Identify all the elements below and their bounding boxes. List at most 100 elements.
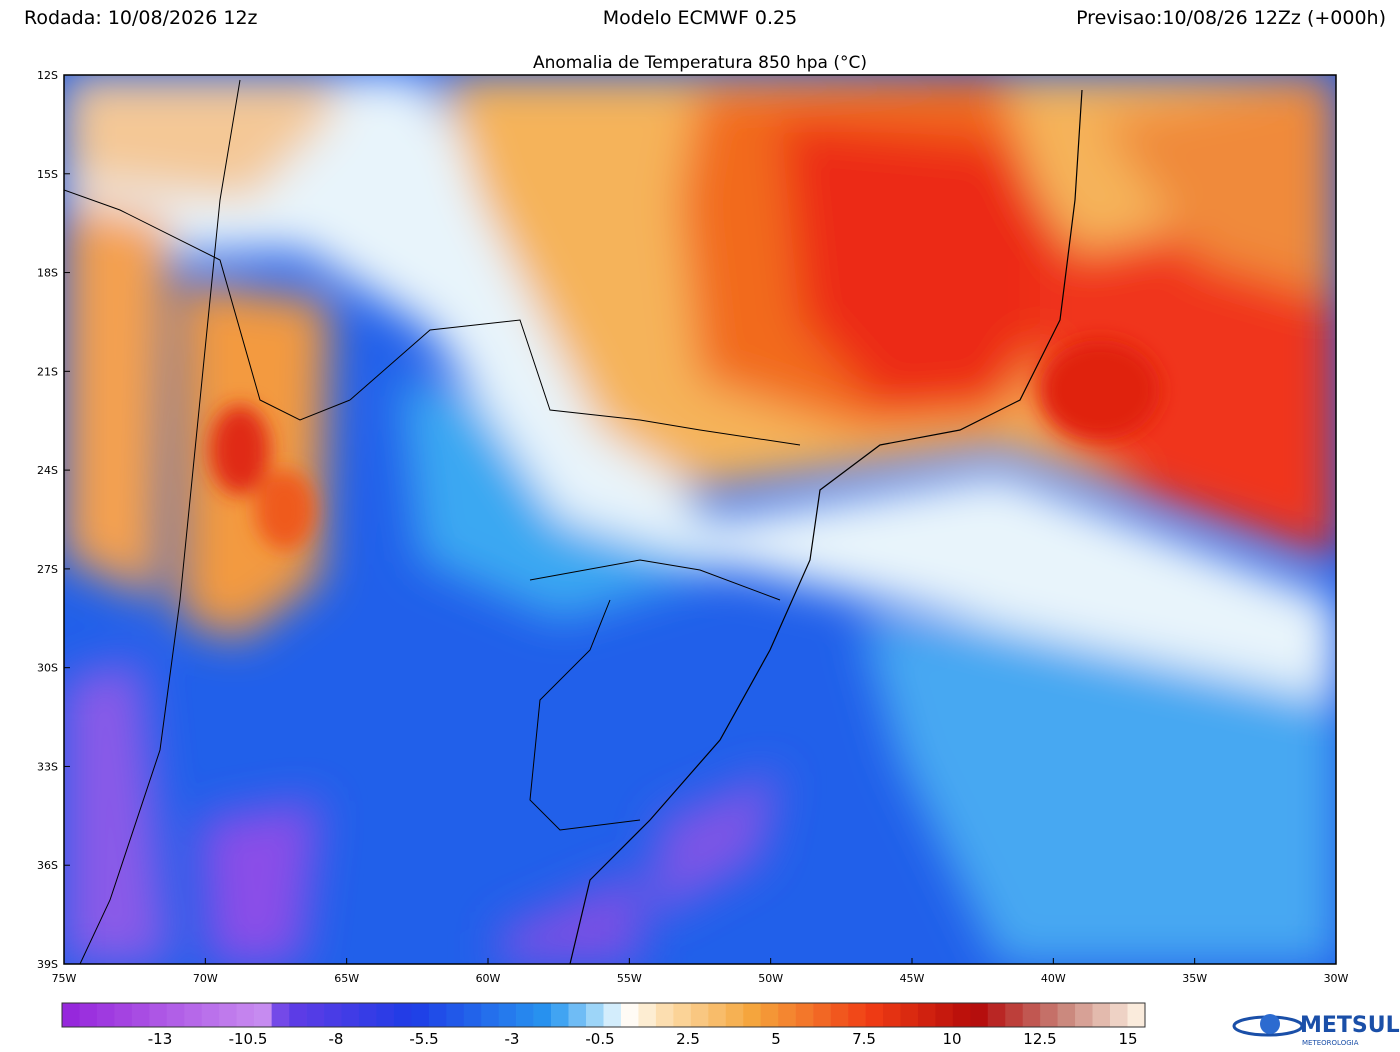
colorbar-swatch bbox=[935, 1003, 954, 1027]
latitude-label: 33S bbox=[37, 760, 58, 773]
colorbar-swatch bbox=[795, 1003, 814, 1027]
colorbar-swatch bbox=[446, 1003, 465, 1027]
colorbar-swatch bbox=[586, 1003, 604, 1027]
colorbar-swatch bbox=[463, 1003, 482, 1027]
colorbar-swatch bbox=[690, 1003, 709, 1027]
colorbar-swatch bbox=[131, 1003, 150, 1027]
colorbar-swatch bbox=[882, 1003, 901, 1027]
colorbar-swatch bbox=[708, 1003, 727, 1027]
colorbar-label: -0.5 bbox=[585, 1030, 614, 1048]
latitude-label: 15S bbox=[37, 168, 58, 181]
longitude-label: 30W bbox=[1324, 972, 1349, 985]
colorbar-swatch bbox=[411, 1003, 430, 1027]
colorbar-swatch bbox=[236, 1003, 255, 1027]
longitude-label: 55W bbox=[617, 972, 642, 985]
colorbar-swatch bbox=[393, 1003, 412, 1027]
colorbar-label: 5 bbox=[771, 1030, 781, 1048]
colorbar-swatch bbox=[271, 1003, 290, 1027]
colorbar-swatch bbox=[760, 1003, 779, 1027]
longitude-label: 50W bbox=[758, 972, 783, 985]
colorbar-swatch bbox=[341, 1003, 360, 1027]
colorbar-swatch bbox=[254, 1003, 272, 1027]
latitude-label: 30S bbox=[37, 662, 58, 675]
longitude-label: 65W bbox=[334, 972, 359, 985]
colorbar-label: 7.5 bbox=[852, 1030, 876, 1048]
colorbar-swatch bbox=[917, 1003, 936, 1027]
longitude-label: 60W bbox=[476, 972, 501, 985]
colorbar-label: 10 bbox=[942, 1030, 961, 1048]
colorbar-swatch bbox=[219, 1003, 237, 1027]
colorbar-swatch bbox=[813, 1003, 831, 1027]
colorbar-swatch bbox=[201, 1003, 220, 1027]
colorbar-swatch bbox=[1005, 1003, 1024, 1027]
longitude-label: 35W bbox=[1182, 972, 1207, 985]
latitude-label: 39S bbox=[37, 958, 58, 971]
latitude-label: 24S bbox=[37, 464, 58, 477]
colorbar-label: -3 bbox=[505, 1030, 520, 1048]
colorbar-swatch bbox=[166, 1003, 185, 1027]
colorbar-label: -10.5 bbox=[229, 1030, 268, 1048]
colorbar-swatch bbox=[62, 1003, 80, 1027]
colorbar-label: 2.5 bbox=[676, 1030, 700, 1048]
colorbar-swatch bbox=[673, 1003, 692, 1027]
colorbar-swatch bbox=[1075, 1003, 1093, 1027]
colorbar-swatch bbox=[778, 1003, 796, 1027]
colorbar-swatch bbox=[376, 1003, 395, 1027]
colorbar-swatch bbox=[830, 1003, 849, 1027]
colorbar-swatch bbox=[1022, 1003, 1041, 1027]
colorbar-swatch bbox=[1092, 1003, 1111, 1027]
latitude-label: 27S bbox=[37, 563, 58, 576]
anomaly-field bbox=[64, 75, 1336, 964]
colorbar-swatch bbox=[603, 1003, 622, 1027]
colorbar-swatch bbox=[1057, 1003, 1076, 1027]
colorbar-swatch bbox=[184, 1003, 203, 1027]
colorbar-swatch bbox=[149, 1003, 168, 1027]
longitude-label: 45W bbox=[900, 972, 925, 985]
map-frame bbox=[63, 74, 1337, 965]
colorbar-frame bbox=[61, 1002, 1146, 1028]
colorbar-swatch bbox=[743, 1003, 762, 1027]
colorbar-label: 12.5 bbox=[1023, 1030, 1056, 1048]
colorbar-swatch bbox=[1040, 1003, 1058, 1027]
colorbar-swatch bbox=[848, 1003, 866, 1027]
longitude-label: 75W bbox=[52, 972, 77, 985]
longitude-label: 40W bbox=[1041, 972, 1066, 985]
colorbar-swatch bbox=[568, 1003, 587, 1027]
colorbar-swatch bbox=[970, 1003, 989, 1027]
map-title: Anomalia de Temperatura 850 hpa (°C) bbox=[533, 53, 867, 73]
colorbar-swatch bbox=[655, 1003, 674, 1027]
logo-subtitle: METEOROLOGIA bbox=[1302, 1039, 1359, 1047]
colorbar-swatch bbox=[1110, 1003, 1128, 1027]
logo: METSUL METEOROLOGIA bbox=[1232, 1013, 1400, 1047]
colorbar-swatch bbox=[114, 1003, 133, 1027]
colorbar-swatch bbox=[289, 1003, 307, 1027]
colorbar-swatch bbox=[620, 1003, 639, 1027]
forecast-label: Previsao:10/08/26 12Zz (+000h) bbox=[1076, 7, 1386, 29]
colorbar-swatch bbox=[900, 1003, 919, 1027]
colorbar-swatch bbox=[952, 1003, 971, 1027]
colorbar-swatch bbox=[551, 1003, 569, 1027]
colorbar-swatch bbox=[865, 1003, 884, 1027]
colorbar-swatch bbox=[725, 1003, 744, 1027]
colorbar-swatch bbox=[516, 1003, 534, 1027]
colorbar-swatch bbox=[306, 1003, 325, 1027]
colorbar-swatch bbox=[1127, 1003, 1146, 1027]
colorbar-swatch bbox=[533, 1003, 552, 1027]
colorbar-swatch bbox=[498, 1003, 517, 1027]
colorbar-swatch bbox=[428, 1003, 447, 1027]
logo-name: METSUL bbox=[1300, 1013, 1400, 1038]
latitude-label: 36S bbox=[37, 859, 58, 872]
colorbar-swatch bbox=[481, 1003, 499, 1027]
colorbar-swatch bbox=[324, 1003, 342, 1027]
colorbar-swatch bbox=[79, 1003, 98, 1027]
model-label: Modelo ECMWF 0.25 bbox=[603, 7, 797, 29]
colorbar-swatch bbox=[638, 1003, 657, 1027]
colorbar-swatch bbox=[987, 1003, 1006, 1027]
colorbar-label: -8 bbox=[329, 1030, 344, 1048]
run-label: Rodada: 10/08/2026 12z bbox=[24, 7, 258, 29]
latitude-label: 12S bbox=[37, 69, 58, 82]
colorbar-swatch bbox=[358, 1003, 377, 1027]
latitude-label: 18S bbox=[37, 267, 58, 280]
